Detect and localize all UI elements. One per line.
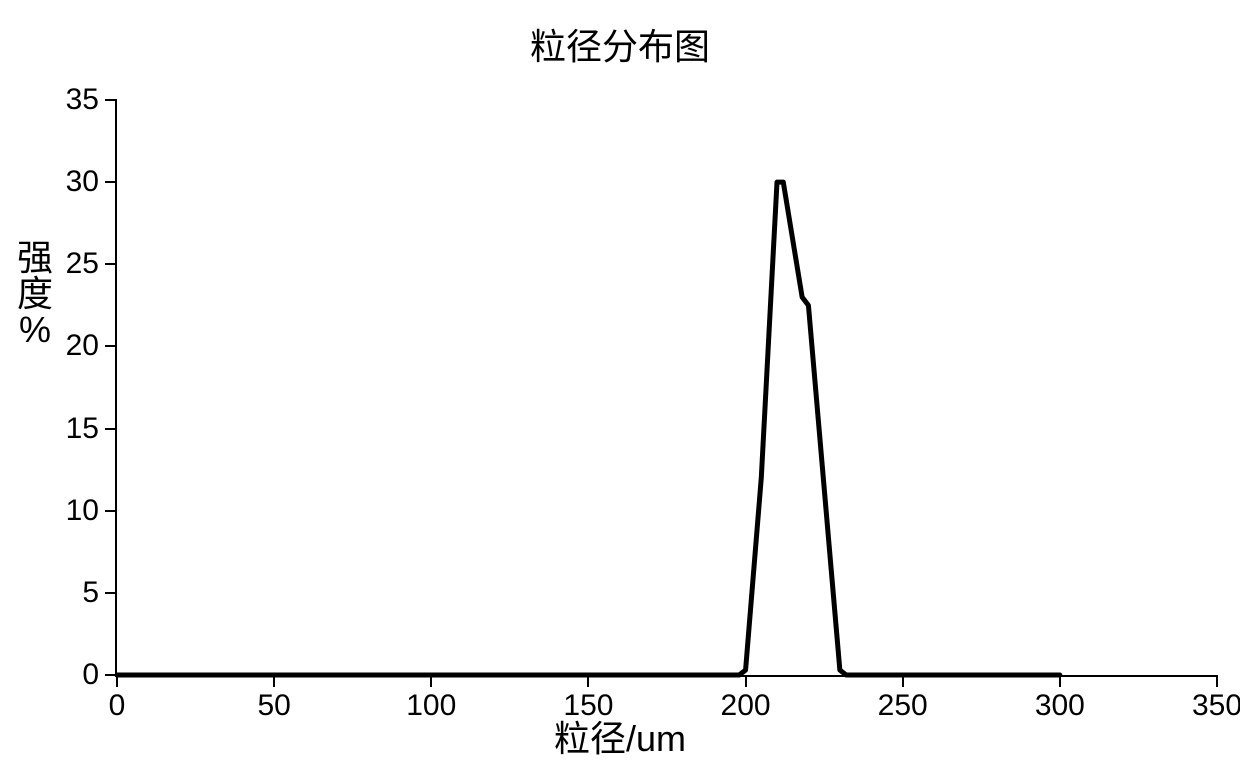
y-tick-label: 35 — [39, 83, 99, 117]
y-tick — [105, 592, 117, 594]
x-axis-label: 粒径/um — [0, 710, 1240, 762]
x-tick — [430, 675, 432, 687]
y-tick — [105, 345, 117, 347]
y-tick-label: 20 — [39, 329, 99, 363]
y-axis-label-char: 度 — [15, 276, 55, 312]
y-tick-label: 10 — [39, 494, 99, 528]
y-tick-label: 0 — [39, 658, 99, 692]
y-tick — [105, 428, 117, 430]
y-tick — [105, 181, 117, 183]
x-tick — [745, 675, 747, 687]
x-tick — [1216, 675, 1218, 687]
line-plot — [117, 100, 1217, 675]
y-tick — [105, 510, 117, 512]
series-line — [117, 182, 1060, 675]
y-tick-label: 30 — [39, 165, 99, 199]
x-tick — [902, 675, 904, 687]
x-tick — [587, 675, 589, 687]
y-tick — [105, 99, 117, 101]
x-tick — [116, 675, 118, 687]
y-tick-label: 25 — [39, 247, 99, 281]
y-tick — [105, 263, 117, 265]
plot-area: 05101520253035050100150200250300350 — [115, 100, 1217, 677]
chart-container: 粒径分布图 强 度 % 0510152025303505010015020025… — [0, 0, 1240, 770]
x-tick — [273, 675, 275, 687]
y-tick-label: 5 — [39, 576, 99, 610]
chart-title: 粒径分布图 — [0, 18, 1240, 70]
x-tick — [1059, 675, 1061, 687]
y-tick-label: 15 — [39, 412, 99, 446]
